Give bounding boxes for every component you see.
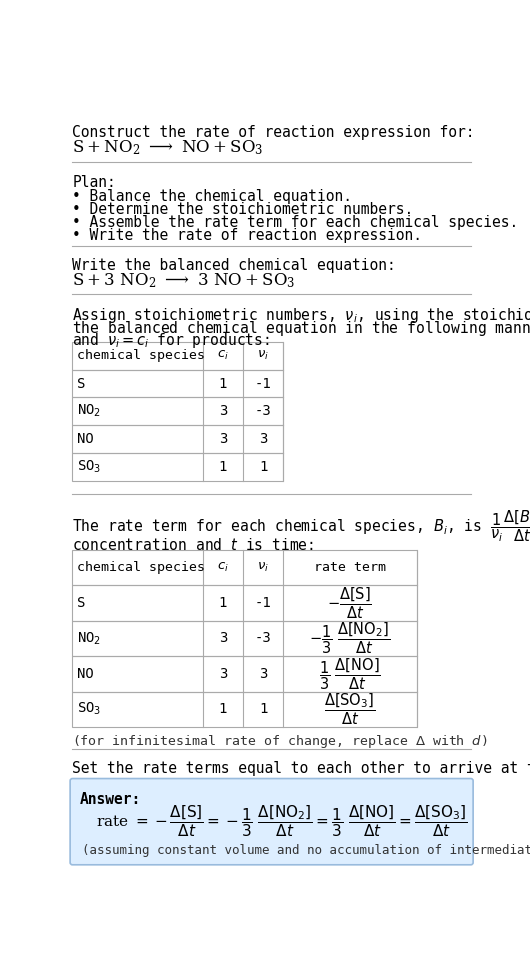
Text: Construct the rate of reaction expression for:: Construct the rate of reaction expressio… bbox=[73, 125, 475, 140]
Text: $\dfrac{\Delta[\mathrm{SO_3}]}{\Delta t}$: $\dfrac{\Delta[\mathrm{SO_3}]}{\Delta t}… bbox=[324, 691, 376, 727]
Text: 3: 3 bbox=[218, 667, 227, 681]
Bar bbox=[73, 621, 417, 656]
Text: rate $= -\dfrac{\Delta[\mathrm{S}]}{\Delta t} = -\dfrac{1}{3}\ \dfrac{\Delta[\ma: rate $= -\dfrac{\Delta[\mathrm{S}]}{\Del… bbox=[96, 803, 467, 838]
Bar bbox=[73, 692, 417, 727]
Text: NO$_2$: NO$_2$ bbox=[77, 630, 101, 647]
Bar bbox=[73, 453, 283, 480]
Text: S: S bbox=[77, 377, 85, 390]
Text: The rate term for each chemical species, $B_i$, is $\dfrac{1}{\nu_i}\dfrac{\Delt: The rate term for each chemical species,… bbox=[73, 508, 530, 544]
Text: chemical species: chemical species bbox=[77, 349, 205, 362]
Text: $c_i$: $c_i$ bbox=[217, 561, 229, 574]
Text: • Assemble the rate term for each chemical species.: • Assemble the rate term for each chemic… bbox=[73, 215, 519, 230]
Text: NO: NO bbox=[77, 667, 94, 681]
Text: NO$_2$: NO$_2$ bbox=[77, 403, 101, 420]
Bar bbox=[73, 656, 417, 692]
Text: $\nu_i$: $\nu_i$ bbox=[257, 561, 269, 574]
Bar bbox=[73, 397, 283, 426]
Text: SO$_3$: SO$_3$ bbox=[77, 701, 101, 717]
Text: $\mathregular{S + NO_2 \ \longrightarrow \ NO + SO_3}$: $\mathregular{S + NO_2 \ \longrightarrow… bbox=[73, 139, 264, 157]
Text: the balanced chemical equation in the following manner: $\nu_i = -c_i$ for react: the balanced chemical equation in the fo… bbox=[73, 319, 530, 338]
Bar bbox=[73, 370, 283, 397]
Bar bbox=[73, 342, 283, 370]
Text: 1: 1 bbox=[218, 596, 227, 610]
Bar bbox=[73, 549, 417, 586]
Text: Write the balanced chemical equation:: Write the balanced chemical equation: bbox=[73, 258, 396, 273]
Text: Assign stoichiometric numbers, $\nu_i$, using the stoichiometric coefficients, $: Assign stoichiometric numbers, $\nu_i$, … bbox=[73, 305, 530, 325]
Text: and $\nu_i = c_i$ for products:: and $\nu_i = c_i$ for products: bbox=[73, 331, 270, 350]
Bar bbox=[73, 586, 417, 621]
Text: -3: -3 bbox=[255, 404, 271, 419]
Text: • Balance the chemical equation.: • Balance the chemical equation. bbox=[73, 188, 352, 204]
Text: -3: -3 bbox=[255, 631, 271, 645]
Bar bbox=[73, 426, 283, 453]
Text: 1: 1 bbox=[259, 703, 267, 716]
Text: $\nu_i$: $\nu_i$ bbox=[257, 349, 269, 362]
FancyBboxPatch shape bbox=[70, 779, 473, 865]
Text: 1: 1 bbox=[218, 377, 227, 390]
Text: chemical species: chemical species bbox=[77, 561, 205, 574]
Text: Plan:: Plan: bbox=[73, 175, 116, 190]
Text: 1: 1 bbox=[259, 460, 267, 473]
Text: 1: 1 bbox=[218, 703, 227, 716]
Text: $c_i$: $c_i$ bbox=[217, 349, 229, 362]
Text: (for infinitesimal rate of change, replace $\Delta$ with $d$): (for infinitesimal rate of change, repla… bbox=[73, 733, 488, 751]
Text: 3: 3 bbox=[259, 667, 267, 681]
Text: NO: NO bbox=[77, 432, 94, 446]
Text: Answer:: Answer: bbox=[80, 792, 142, 806]
Text: • Determine the stoichiometric numbers.: • Determine the stoichiometric numbers. bbox=[73, 202, 414, 217]
Text: $\mathregular{S + 3\ NO_2 \ \longrightarrow \ 3\ NO + SO_3}$: $\mathregular{S + 3\ NO_2 \ \longrightar… bbox=[73, 271, 296, 290]
Text: rate term: rate term bbox=[314, 561, 386, 574]
Text: 3: 3 bbox=[218, 432, 227, 446]
Text: S: S bbox=[77, 596, 85, 610]
Text: $-\dfrac{\Delta[\mathrm{S}]}{\Delta t}$: $-\dfrac{\Delta[\mathrm{S}]}{\Delta t}$ bbox=[328, 586, 373, 621]
Text: -1: -1 bbox=[255, 377, 271, 390]
Text: concentration and $t$ is time:: concentration and $t$ is time: bbox=[73, 537, 314, 552]
Text: $\dfrac{1}{3}\ \dfrac{\Delta[\mathrm{NO}]}{\Delta t}$: $\dfrac{1}{3}\ \dfrac{\Delta[\mathrm{NO}… bbox=[319, 656, 381, 692]
Text: 3: 3 bbox=[218, 631, 227, 645]
Text: SO$_3$: SO$_3$ bbox=[77, 459, 101, 475]
Text: (assuming constant volume and no accumulation of intermediates or side products): (assuming constant volume and no accumul… bbox=[82, 844, 530, 857]
Text: 3: 3 bbox=[218, 404, 227, 419]
Text: 1: 1 bbox=[218, 460, 227, 473]
Text: Set the rate terms equal to each other to arrive at the rate expression:: Set the rate terms equal to each other t… bbox=[73, 761, 530, 776]
Text: 3: 3 bbox=[259, 432, 267, 446]
Text: $-\dfrac{1}{3}\ \dfrac{\Delta[\mathrm{NO_2}]}{\Delta t}$: $-\dfrac{1}{3}\ \dfrac{\Delta[\mathrm{NO… bbox=[310, 621, 391, 656]
Text: -1: -1 bbox=[255, 596, 271, 610]
Text: • Write the rate of reaction expression.: • Write the rate of reaction expression. bbox=[73, 228, 422, 243]
